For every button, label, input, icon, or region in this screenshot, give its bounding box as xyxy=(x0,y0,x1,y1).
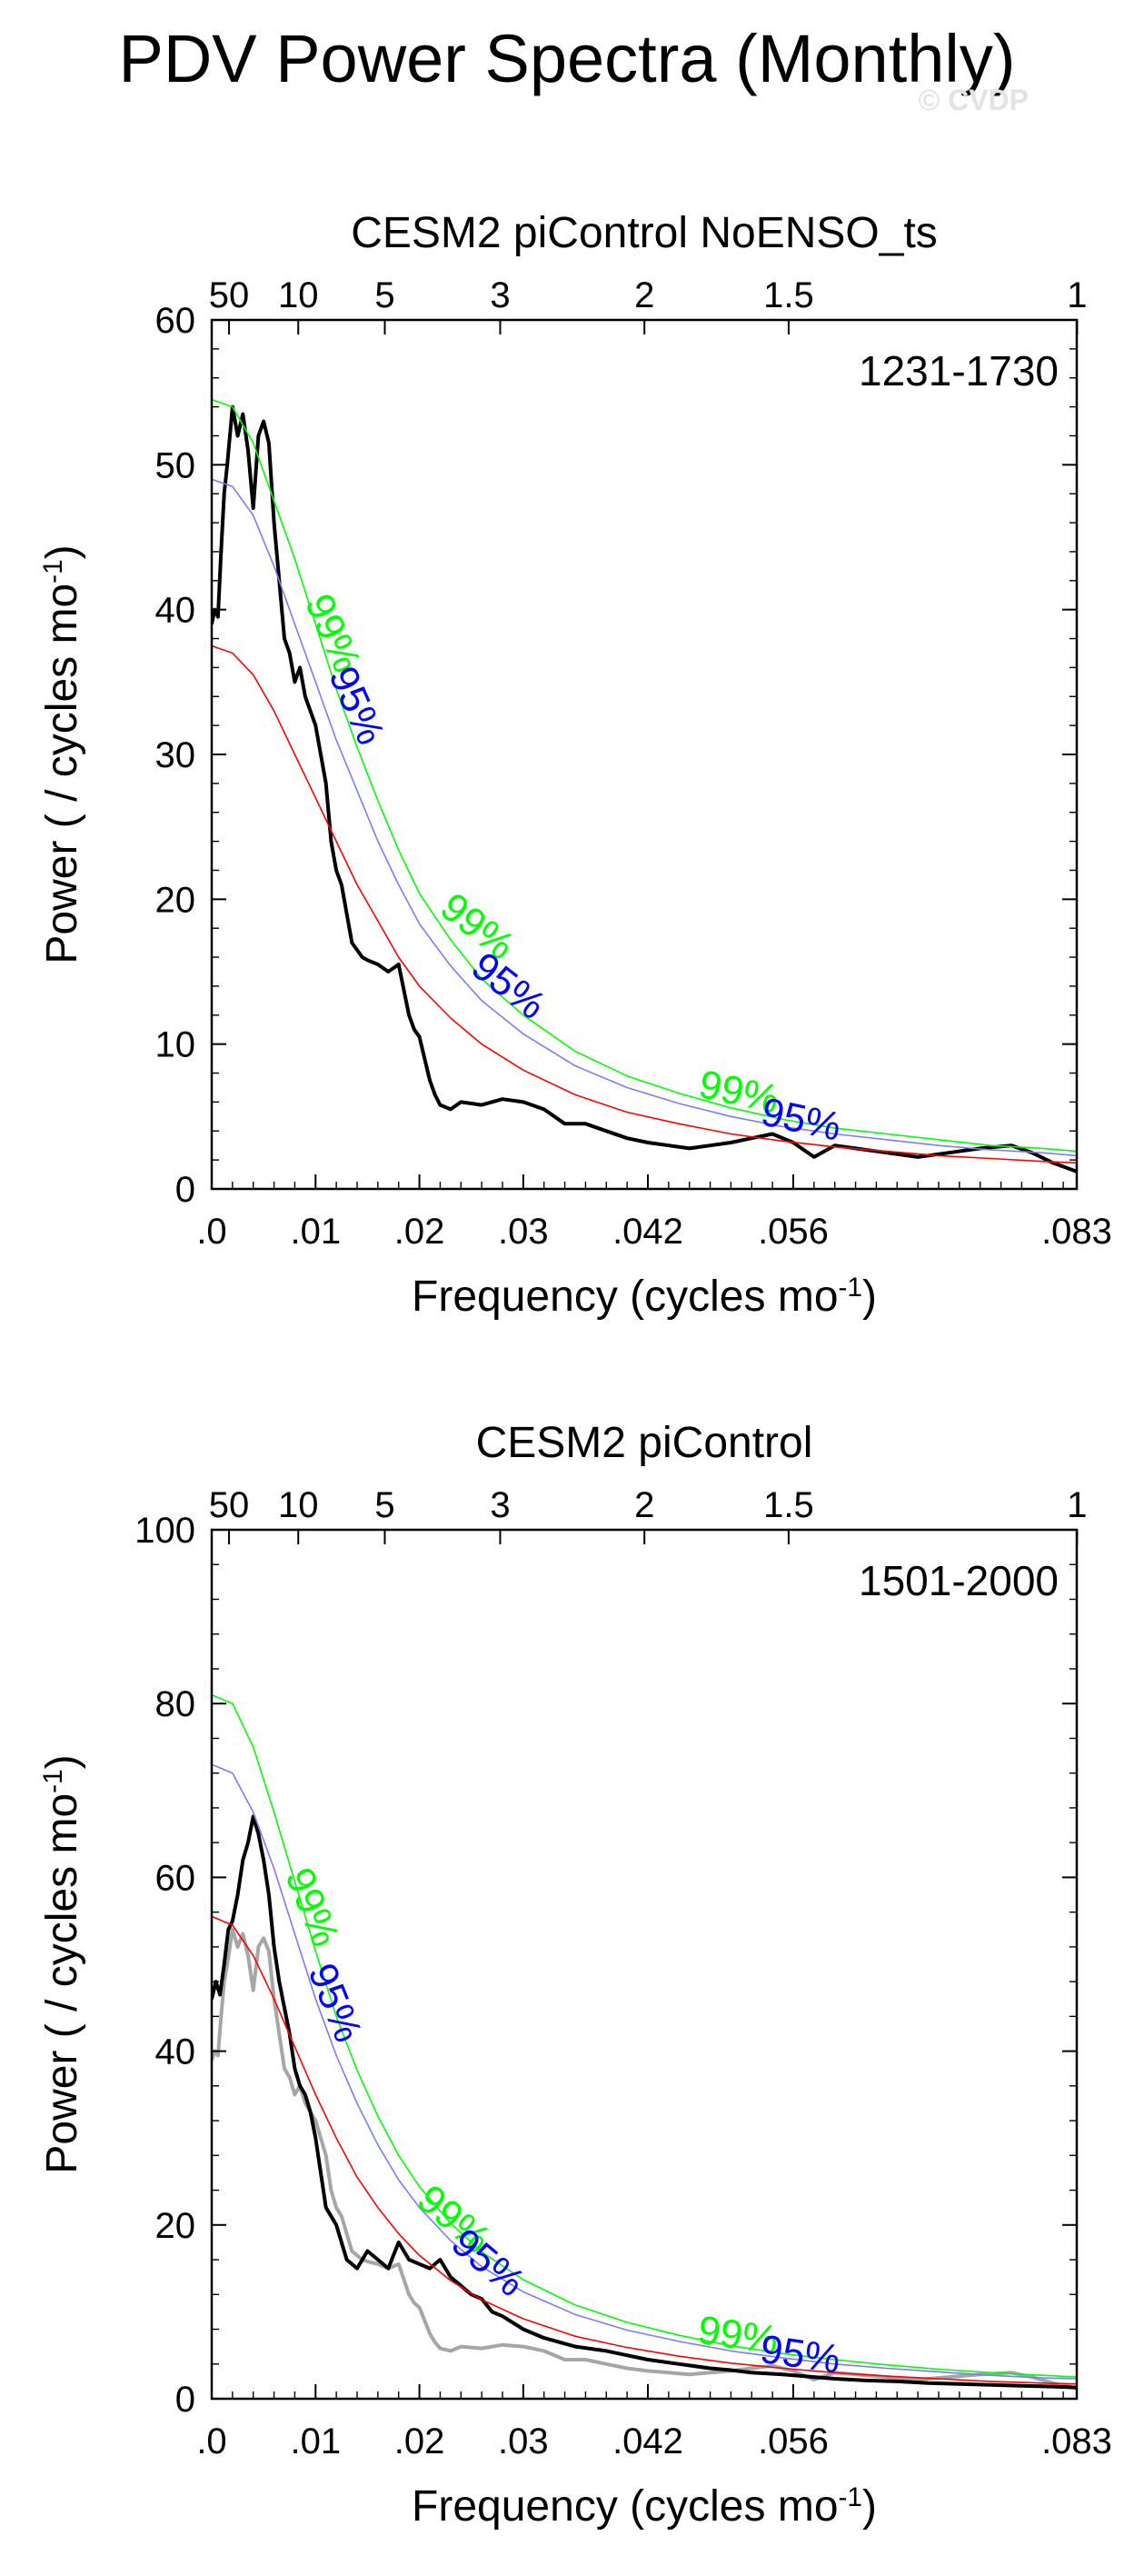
panel-title: CESM2 piControl NoENSO_ts xyxy=(351,209,938,257)
top-tick-label: 1.5 xyxy=(763,1485,814,1525)
x-tick-label: .056 xyxy=(758,2421,829,2461)
plot-area xyxy=(212,398,1077,1173)
series-spectrum xyxy=(212,404,1077,1173)
significance-label: 99% xyxy=(276,1862,347,1952)
top-tick-label: 10 xyxy=(278,275,319,315)
y-tick-label: 0 xyxy=(175,2380,195,2420)
y-axis-label: Power ( / cycles mo-1) xyxy=(38,1754,87,2173)
top-tick-label: 2 xyxy=(634,275,654,315)
x-tick-label: .03 xyxy=(498,1212,549,1252)
significance-label: 95% xyxy=(758,2327,843,2382)
y-tick-label: 50 xyxy=(155,445,196,485)
x-tick-label: .01 xyxy=(290,2421,341,2461)
top-tick-label: 5 xyxy=(374,1485,394,1525)
y-tick-label: 40 xyxy=(155,2032,196,2072)
x-tick-label: .03 xyxy=(498,2421,549,2461)
y-tick-label: 40 xyxy=(155,591,196,631)
x-tick-label: .02 xyxy=(394,2421,445,2461)
series-spectrum xyxy=(212,1814,1077,2390)
x-tick-label: .083 xyxy=(1041,2421,1112,2461)
series-99- xyxy=(212,1693,1077,2378)
top-tick-label: 1.5 xyxy=(763,275,814,315)
plot-area xyxy=(212,1693,1077,2391)
series-red-noise xyxy=(212,644,1077,1164)
y-tick-label: 60 xyxy=(155,1858,196,1898)
panel-title: CESM2 piControl xyxy=(476,1419,813,1467)
y-tick-label: 100 xyxy=(134,1511,195,1551)
x-tick-label: .056 xyxy=(758,1212,829,1252)
x-axis-label: Frequency (cycles mo-1) xyxy=(412,2482,877,2531)
series-99- xyxy=(212,398,1077,1153)
y-axis-label: Power ( / cycles mo-1) xyxy=(38,544,87,964)
y-tick-label: 30 xyxy=(155,735,196,775)
y-tick-label: 80 xyxy=(155,1684,196,1724)
top-tick-label: 1 xyxy=(1067,1485,1087,1525)
period-label: 1231-1730 xyxy=(859,347,1059,394)
series-red-noise xyxy=(212,1915,1077,2385)
x-tick-label: .083 xyxy=(1041,1212,1112,1252)
y-tick-label: 0 xyxy=(175,1170,195,1210)
x-tick-label: .0 xyxy=(196,1212,226,1252)
x-axis-label: Frequency (cycles mo-1) xyxy=(412,1273,877,1322)
page-title: PDV Power Spectra (Monthly) xyxy=(118,21,1016,96)
series-95- xyxy=(212,478,1077,1157)
top-tick-label: 2 xyxy=(634,1485,654,1525)
top-tick-label: 50 xyxy=(209,1485,250,1525)
series-95- xyxy=(212,1763,1077,2380)
x-tick-label: .0 xyxy=(196,2421,226,2461)
y-tick-label: 60 xyxy=(155,301,196,341)
top-tick-label: 3 xyxy=(490,1485,510,1525)
y-tick-label: 20 xyxy=(155,880,196,920)
top-tick-label: 10 xyxy=(278,1485,319,1525)
top-tick-label: 1 xyxy=(1067,275,1087,315)
significance-label: 95% xyxy=(300,1957,371,2048)
top-tick-label: 5 xyxy=(374,275,394,315)
series-reference xyxy=(212,1927,1077,2391)
x-tick-label: .042 xyxy=(612,1212,683,1252)
y-tick-label: 10 xyxy=(155,1025,196,1065)
significance-label: 99% xyxy=(695,2308,781,2363)
period-label: 1501-2000 xyxy=(859,1557,1059,1604)
x-tick-label: .01 xyxy=(290,1212,341,1252)
y-tick-label: 20 xyxy=(155,2206,196,2246)
top-tick-label: 3 xyxy=(490,275,510,315)
x-tick-label: .042 xyxy=(612,2421,683,2461)
x-tick-label: .02 xyxy=(394,1212,445,1252)
watermark: © CVDP xyxy=(918,84,1029,116)
top-tick-label: 50 xyxy=(209,275,250,315)
